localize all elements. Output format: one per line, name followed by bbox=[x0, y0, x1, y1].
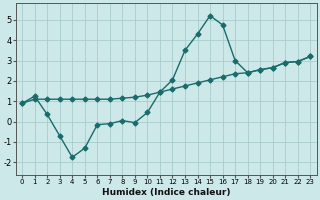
X-axis label: Humidex (Indice chaleur): Humidex (Indice chaleur) bbox=[102, 188, 230, 197]
